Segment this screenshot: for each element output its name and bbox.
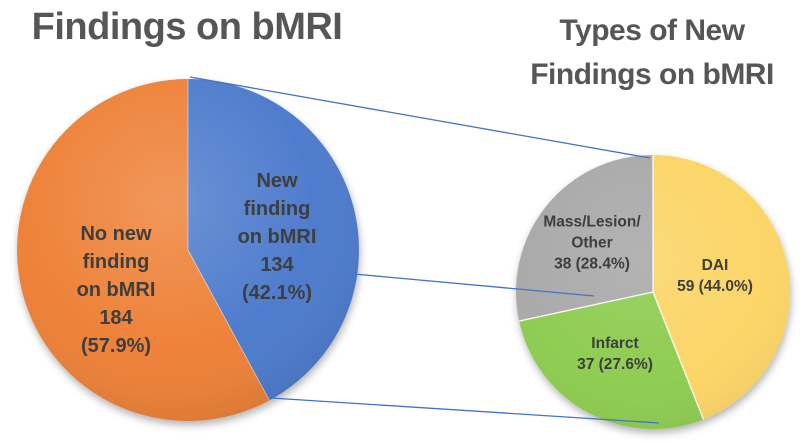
- pie-shading-overlay: [516, 155, 790, 429]
- slice-label-line: Other: [571, 234, 613, 252]
- slice-label-line: (57.9%): [80, 335, 152, 357]
- right-chart-title-line2: Findings on bMRI: [530, 58, 774, 91]
- slice-label-dai: DAI 59 (44.0%): [677, 255, 753, 297]
- pie-findings-on-bmri: [17, 78, 360, 422]
- slice-label-new-finding-on-bmri: New finding on bMRI 134 (42.1%): [238, 167, 317, 307]
- slice-label-line: 37 (27.6%): [577, 356, 653, 373]
- connector-line-1: [189, 76, 651, 159]
- slice-label-line: 38 (28.4%): [554, 255, 630, 273]
- slice-label-line: Infarct: [591, 335, 639, 352]
- slice-label-no-new-finding-on-bmri: No new finding on bMRI 184 (57.9%): [77, 220, 156, 360]
- slice-label-mass-lesion-other: Mass/Lesion/ Other 38 (28.4%): [543, 212, 640, 275]
- slice-label-line: finding: [243, 198, 311, 220]
- connector-line-3: [270, 397, 660, 424]
- slice-label-line: on bMRI: [237, 226, 317, 248]
- slice-label-line: on bMRI: [76, 279, 156, 301]
- slice-label-line: (42.1%): [241, 282, 313, 304]
- right-chart-title: Types of New Findings on bMRI: [496, 9, 808, 97]
- slice-label-line: 59 (44.0%): [677, 278, 753, 295]
- slice-label-line: 134: [260, 254, 294, 276]
- slice-label-line: 184: [99, 307, 133, 329]
- slice-label-line: New: [256, 170, 298, 192]
- slice-label-line: No new: [80, 223, 152, 245]
- left-chart-title: Findings on bMRI: [31, 6, 343, 48]
- pie-shading-overlay: [17, 79, 359, 421]
- slice-label-infarct: Infarct 37 (27.6%): [577, 333, 653, 375]
- right-chart-title-line1: Types of New: [559, 14, 745, 47]
- slice-label-line: Mass/Lesion/: [543, 213, 641, 231]
- slice-label-line: finding: [82, 251, 150, 273]
- connector-line-2: [353, 273, 595, 297]
- slice-label-line: DAI: [701, 257, 729, 274]
- pie-types-of-new-findings-on-bmri: [516, 155, 790, 429]
